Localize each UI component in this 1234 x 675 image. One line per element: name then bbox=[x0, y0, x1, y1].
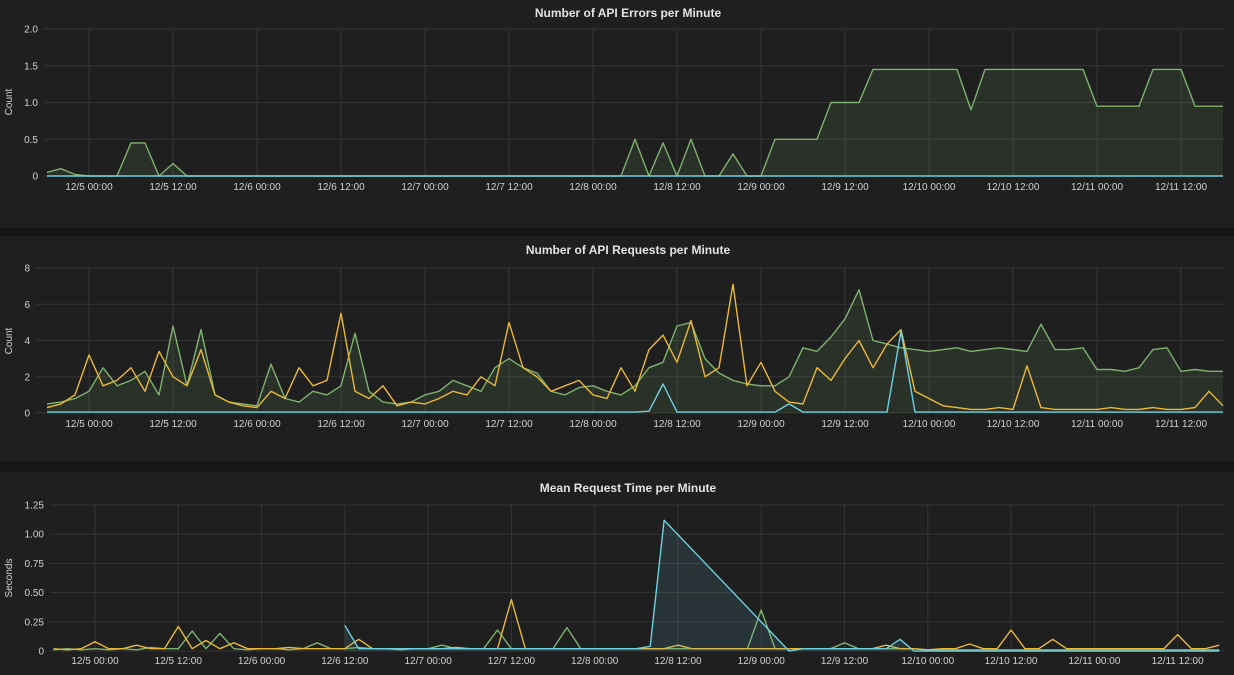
x-tick-label: 12/5 12:00 bbox=[155, 656, 203, 667]
x-tick-label: 12/5 12:00 bbox=[149, 182, 197, 193]
series-line-1 bbox=[46, 283, 1224, 411]
y-tick-label: 0 bbox=[38, 647, 44, 658]
x-tick-label: 12/7 12:00 bbox=[485, 419, 533, 430]
x-tick-label: 12/5 12:00 bbox=[149, 419, 197, 430]
y-tick-label: 1.5 bbox=[24, 61, 38, 72]
x-tick-label: 12/10 00:00 bbox=[903, 182, 956, 193]
x-tick-label: 12/5 00:00 bbox=[65, 182, 113, 193]
x-tick-label: 12/11 00:00 bbox=[1068, 656, 1121, 667]
chart-mean-request-time: Mean Request Time per Minute Seconds 0 0.… bbox=[4, 481, 1224, 667]
x-tick-label: 12/9 12:00 bbox=[821, 182, 869, 193]
panel-api-errors: Number of API Errors per Minute Count 0 0… bbox=[0, 0, 1234, 228]
x-tick-label: 12/8 12:00 bbox=[653, 419, 701, 430]
y-axis-label: Count bbox=[4, 88, 15, 115]
x-tick-label: 12/11 12:00 bbox=[1155, 419, 1208, 430]
x-tick-label: 12/9 00:00 bbox=[737, 419, 785, 430]
y-tick-label: 0 bbox=[32, 172, 38, 183]
x-tick-label: 12/10 12:00 bbox=[987, 182, 1040, 193]
x-tick-label: 12/6 12:00 bbox=[317, 182, 365, 193]
x-tick-label: 12/5 00:00 bbox=[71, 656, 119, 667]
y-tick-label: 8 bbox=[24, 264, 30, 275]
x-tick-label: 12/6 12:00 bbox=[321, 656, 369, 667]
y-tick-label: 2.0 bbox=[24, 25, 38, 36]
x-tick-label: 12/8 12:00 bbox=[653, 182, 701, 193]
chart-title: Mean Request Time per Minute bbox=[540, 481, 717, 495]
x-tick-label: 12/6 00:00 bbox=[238, 656, 286, 667]
x-tick-label: 12/10 00:00 bbox=[903, 419, 956, 430]
y-tick-label: 1.25 bbox=[25, 501, 45, 512]
chart-title: Number of API Requests per Minute bbox=[526, 243, 731, 257]
x-tick-label: 12/11 12:00 bbox=[1152, 656, 1205, 667]
y-tick-label: 6 bbox=[24, 300, 30, 311]
chart-title: Number of API Errors per Minute bbox=[535, 6, 722, 20]
y-tick-label: 0 bbox=[24, 409, 30, 420]
x-tick-label: 12/7 00:00 bbox=[401, 182, 449, 193]
y-tick-label: 4 bbox=[24, 336, 30, 347]
series-area-2 bbox=[344, 520, 1220, 651]
y-tick-label: 2 bbox=[24, 372, 30, 383]
x-tick-label: 12/11 12:00 bbox=[1155, 182, 1208, 193]
x-tick-label: 12/8 12:00 bbox=[654, 656, 702, 667]
x-tick-label: 12/11 00:00 bbox=[1071, 419, 1124, 430]
x-tick-label: 12/10 12:00 bbox=[987, 419, 1040, 430]
x-tick-label: 12/10 00:00 bbox=[901, 656, 954, 667]
chart-api-requests: Number of API Requests per Minute Count … bbox=[4, 243, 1224, 430]
x-tick-label: 12/7 00:00 bbox=[404, 656, 452, 667]
series-line-2 bbox=[344, 519, 1220, 652]
panel-api-requests: Number of API Requests per Minute Count … bbox=[0, 236, 1234, 462]
x-tick-label: 12/5 00:00 bbox=[65, 419, 113, 430]
x-tick-label: 12/6 00:00 bbox=[233, 182, 281, 193]
series-area-0 bbox=[47, 69, 1223, 176]
y-tick-label: 0.25 bbox=[25, 617, 45, 628]
x-tick-label: 12/9 00:00 bbox=[738, 656, 786, 667]
y-axis-label: Count bbox=[4, 327, 15, 354]
x-tick-label: 12/9 00:00 bbox=[737, 182, 785, 193]
series-area-0 bbox=[47, 289, 1223, 413]
x-tick-label: 12/7 12:00 bbox=[485, 182, 533, 193]
y-axis-label: Seconds bbox=[4, 559, 15, 598]
x-tick-label: 12/6 12:00 bbox=[317, 419, 365, 430]
y-tick-label: 0.5 bbox=[24, 135, 38, 146]
x-tick-label: 12/10 12:00 bbox=[985, 656, 1038, 667]
x-tick-label: 12/8 00:00 bbox=[569, 419, 617, 430]
x-tick-label: 12/6 00:00 bbox=[233, 419, 281, 430]
x-tick-label: 12/8 00:00 bbox=[569, 182, 617, 193]
series-line-0 bbox=[46, 289, 1223, 407]
x-tick-label: 12/9 12:00 bbox=[821, 419, 869, 430]
x-tick-label: 12/9 12:00 bbox=[821, 656, 869, 667]
y-tick-label: 0.75 bbox=[25, 559, 45, 570]
y-tick-label: 0.50 bbox=[25, 588, 45, 599]
panel-mean-request-time: Mean Request Time per Minute Seconds 0 0.… bbox=[0, 472, 1234, 675]
x-tick-label: 12/11 00:00 bbox=[1071, 182, 1124, 193]
chart-api-errors: Number of API Errors per Minute Count 0 0… bbox=[4, 6, 1224, 193]
x-tick-label: 12/8 00:00 bbox=[571, 656, 619, 667]
x-tick-label: 12/7 12:00 bbox=[488, 656, 536, 667]
series-line-0 bbox=[53, 609, 1220, 651]
y-tick-label: 1.00 bbox=[25, 530, 45, 541]
x-tick-label: 12/7 00:00 bbox=[401, 419, 449, 430]
y-tick-label: 1.0 bbox=[24, 98, 38, 109]
